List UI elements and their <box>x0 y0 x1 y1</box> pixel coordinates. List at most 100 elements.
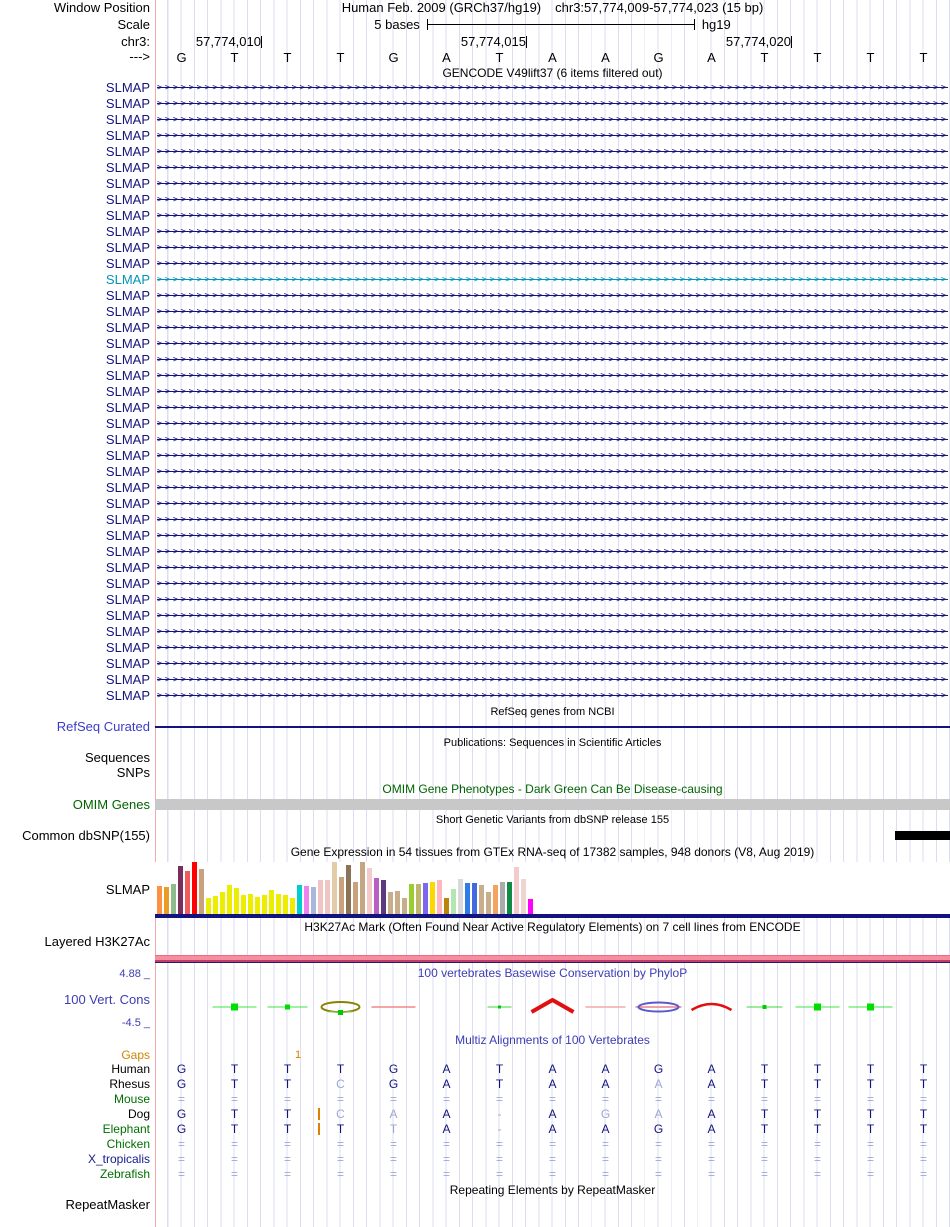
omim-gene-item-bar[interactable] <box>155 799 950 810</box>
gencode-gene-item[interactable]: SLMAP >>>>>>>>>>>>>>>>>>>>>>>>>>>>>>>>>>>… <box>0 160 950 176</box>
gencode-gene-item[interactable]: SLMAP >>>>>>>>>>>>>>>>>>>>>>>>>>>>>>>>>>>… <box>0 80 950 96</box>
gencode-gene-item[interactable]: SLMAP >>>>>>>>>>>>>>>>>>>>>>>>>>>>>>>>>>>… <box>0 592 950 608</box>
dbsnp-track-title[interactable]: Short Genetic Variants from dbSNP releas… <box>435 814 670 826</box>
gene-symbol-label[interactable]: SLMAP <box>105 448 150 463</box>
species-label[interactable]: X_tropicalis <box>87 1152 150 1166</box>
gtex-track-title[interactable]: Gene Expression in 54 tissues from GTEx … <box>290 845 815 859</box>
gene-symbol-label[interactable]: SLMAP <box>105 304 150 319</box>
refseq-gene-item[interactable] <box>155 726 950 728</box>
h3k27ac-signal-bar[interactable] <box>155 955 950 963</box>
species-label[interactable]: Human <box>111 1062 150 1076</box>
species-label[interactable]: Mouse <box>113 1092 150 1106</box>
gencode-gene-item[interactable]: SLMAP >>>>>>>>>>>>>>>>>>>>>>>>>>>>>>>>>>>… <box>0 448 950 464</box>
repeatmasker-track-title[interactable]: Repeating Elements by RepeatMasker <box>449 1183 656 1197</box>
gencode-gene-item[interactable]: SLMAP >>>>>>>>>>>>>>>>>>>>>>>>>>>>>>>>>>>… <box>0 480 950 496</box>
repeatmasker-label[interactable]: RepeatMasker <box>65 1197 150 1212</box>
gene-symbol-label[interactable]: SLMAP <box>105 624 150 639</box>
gencode-gene-item[interactable]: SLMAP >>>>>>>>>>>>>>>>>>>>>>>>>>>>>>>>>>>… <box>0 176 950 192</box>
h3k27ac-track-title[interactable]: H3K27Ac Mark (Often Found Near Active Re… <box>304 920 801 934</box>
dbsnp-variant-item[interactable] <box>895 831 950 840</box>
gene-symbol-label[interactable]: SLMAP <box>105 176 150 191</box>
gencode-gene-item[interactable]: SLMAP >>>>>>>>>>>>>>>>>>>>>>>>>>>>>>>>>>>… <box>0 624 950 640</box>
h3k27ac-label[interactable]: Layered H3K27Ac <box>44 934 150 949</box>
gencode-gene-item[interactable]: SLMAP >>>>>>>>>>>>>>>>>>>>>>>>>>>>>>>>>>>… <box>0 528 950 544</box>
gene-symbol-label[interactable]: SLMAP <box>105 512 150 527</box>
publications-track-title[interactable]: Publications: Sequences in Scientific Ar… <box>443 737 662 749</box>
species-label[interactable]: Chicken <box>106 1137 150 1151</box>
gencode-gene-item[interactable]: SLMAP >>>>>>>>>>>>>>>>>>>>>>>>>>>>>>>>>>>… <box>0 336 950 352</box>
gencode-track-title[interactable]: GENCODE V49lift37 (6 items filtered out) <box>442 66 663 80</box>
gene-symbol-label[interactable]: SLMAP <box>105 224 150 239</box>
gencode-gene-item[interactable]: SLMAP >>>>>>>>>>>>>>>>>>>>>>>>>>>>>>>>>>>… <box>0 272 950 288</box>
snps-label[interactable]: SNPs <box>116 765 150 780</box>
gene-symbol-label[interactable]: SLMAP <box>105 528 150 543</box>
gencode-gene-item[interactable]: SLMAP >>>>>>>>>>>>>>>>>>>>>>>>>>>>>>>>>>>… <box>0 672 950 688</box>
gene-symbol-label[interactable]: SLMAP <box>105 432 150 447</box>
gencode-gene-item[interactable]: SLMAP >>>>>>>>>>>>>>>>>>>>>>>>>>>>>>>>>>>… <box>0 432 950 448</box>
gtex-expression-bar-chart[interactable] <box>155 862 950 914</box>
species-label[interactable]: Rhesus <box>109 1077 150 1091</box>
gene-symbol-label[interactable]: SLMAP <box>105 544 150 559</box>
gencode-gene-item[interactable]: SLMAP >>>>>>>>>>>>>>>>>>>>>>>>>>>>>>>>>>>… <box>0 512 950 528</box>
gene-symbol-label[interactable]: SLMAP <box>105 400 150 415</box>
gene-symbol-label[interactable]: SLMAP <box>105 352 150 367</box>
multiz-track-title[interactable]: Multiz Alignments of 100 Vertebrates <box>455 1033 650 1047</box>
gene-symbol-label[interactable]: SLMAP <box>105 96 150 111</box>
gene-symbol-label[interactable]: SLMAP <box>105 496 150 511</box>
gene-symbol-label[interactable]: SLMAP <box>105 464 150 479</box>
gene-symbol-label[interactable]: SLMAP <box>105 416 150 431</box>
gene-symbol-label[interactable]: SLMAP <box>105 480 150 495</box>
gene-symbol-label[interactable]: SLMAP <box>105 560 150 575</box>
gene-symbol-label[interactable]: SLMAP <box>105 240 150 255</box>
gene-symbol-label[interactable]: SLMAP <box>105 192 150 207</box>
gencode-gene-item[interactable]: SLMAP >>>>>>>>>>>>>>>>>>>>>>>>>>>>>>>>>>>… <box>0 496 950 512</box>
gene-symbol-label[interactable]: SLMAP <box>105 272 150 287</box>
gene-symbol-label[interactable]: SLMAP <box>105 256 150 271</box>
gaps-label[interactable]: Gaps <box>121 1048 150 1062</box>
gene-symbol-label[interactable]: SLMAP <box>105 288 150 303</box>
gencode-gene-item[interactable]: SLMAP >>>>>>>>>>>>>>>>>>>>>>>>>>>>>>>>>>>… <box>0 192 950 208</box>
gene-symbol-label[interactable]: SLMAP <box>105 368 150 383</box>
gencode-gene-item[interactable]: SLMAP >>>>>>>>>>>>>>>>>>>>>>>>>>>>>>>>>>>… <box>0 144 950 160</box>
gencode-gene-item[interactable]: SLMAP >>>>>>>>>>>>>>>>>>>>>>>>>>>>>>>>>>>… <box>0 128 950 144</box>
gencode-gene-item[interactable]: SLMAP >>>>>>>>>>>>>>>>>>>>>>>>>>>>>>>>>>>… <box>0 416 950 432</box>
gene-symbol-label[interactable]: SLMAP <box>105 656 150 671</box>
gene-symbol-label[interactable]: SLMAP <box>105 576 150 591</box>
gencode-gene-item[interactable]: SLMAP >>>>>>>>>>>>>>>>>>>>>>>>>>>>>>>>>>>… <box>0 320 950 336</box>
gencode-gene-item[interactable]: SLMAP >>>>>>>>>>>>>>>>>>>>>>>>>>>>>>>>>>>… <box>0 544 950 560</box>
gencode-gene-item[interactable]: SLMAP >>>>>>>>>>>>>>>>>>>>>>>>>>>>>>>>>>>… <box>0 352 950 368</box>
gencode-gene-item[interactable]: SLMAP >>>>>>>>>>>>>>>>>>>>>>>>>>>>>>>>>>>… <box>0 640 950 656</box>
omim-genes-label[interactable]: OMIM Genes <box>72 797 150 812</box>
gencode-gene-item[interactable]: SLMAP >>>>>>>>>>>>>>>>>>>>>>>>>>>>>>>>>>>… <box>0 384 950 400</box>
species-label[interactable]: Dog <box>127 1107 150 1121</box>
gencode-gene-item[interactable]: SLMAP >>>>>>>>>>>>>>>>>>>>>>>>>>>>>>>>>>>… <box>0 224 950 240</box>
refseq-track-title[interactable]: RefSeq genes from NCBI <box>490 706 615 718</box>
gene-symbol-label[interactable]: SLMAP <box>105 592 150 607</box>
gene-symbol-label[interactable]: SLMAP <box>105 688 150 703</box>
gene-symbol-label[interactable]: SLMAP <box>105 320 150 335</box>
gene-symbol-label[interactable]: SLMAP <box>105 672 150 687</box>
gencode-gene-item[interactable]: SLMAP >>>>>>>>>>>>>>>>>>>>>>>>>>>>>>>>>>>… <box>0 560 950 576</box>
gencode-gene-item[interactable]: SLMAP >>>>>>>>>>>>>>>>>>>>>>>>>>>>>>>>>>>… <box>0 608 950 624</box>
gencode-gene-item[interactable]: SLMAP >>>>>>>>>>>>>>>>>>>>>>>>>>>>>>>>>>>… <box>0 368 950 384</box>
gencode-gene-item[interactable]: SLMAP >>>>>>>>>>>>>>>>>>>>>>>>>>>>>>>>>>>… <box>0 688 950 704</box>
gene-symbol-label[interactable]: SLMAP <box>105 80 150 95</box>
gene-symbol-label[interactable]: SLMAP <box>105 144 150 159</box>
gencode-gene-item[interactable]: SLMAP >>>>>>>>>>>>>>>>>>>>>>>>>>>>>>>>>>>… <box>0 304 950 320</box>
species-label[interactable]: Elephant <box>102 1122 150 1136</box>
dbsnp-label[interactable]: Common dbSNP(155) <box>22 828 150 843</box>
gencode-gene-item[interactable]: SLMAP >>>>>>>>>>>>>>>>>>>>>>>>>>>>>>>>>>>… <box>0 400 950 416</box>
conservation-track-title[interactable]: 100 vertebrates Basewise Conservation by… <box>417 966 688 980</box>
gencode-gene-item[interactable]: SLMAP >>>>>>>>>>>>>>>>>>>>>>>>>>>>>>>>>>>… <box>0 256 950 272</box>
gencode-gene-item[interactable]: SLMAP >>>>>>>>>>>>>>>>>>>>>>>>>>>>>>>>>>>… <box>0 288 950 304</box>
gene-symbol-label[interactable]: SLMAP <box>105 384 150 399</box>
gene-symbol-label[interactable]: SLMAP <box>105 128 150 143</box>
gene-symbol-label[interactable]: SLMAP <box>105 336 150 351</box>
gtex-gene-label[interactable]: SLMAP <box>105 882 150 897</box>
gene-symbol-label[interactable]: SLMAP <box>105 608 150 623</box>
gene-symbol-label[interactable]: SLMAP <box>105 160 150 175</box>
gene-symbol-label[interactable]: SLMAP <box>105 208 150 223</box>
omim-track-title[interactable]: OMIM Gene Phenotypes - Dark Green Can Be… <box>382 782 723 796</box>
gencode-gene-item[interactable]: SLMAP >>>>>>>>>>>>>>>>>>>>>>>>>>>>>>>>>>>… <box>0 208 950 224</box>
refseq-curated-label[interactable]: RefSeq Curated <box>56 719 150 734</box>
